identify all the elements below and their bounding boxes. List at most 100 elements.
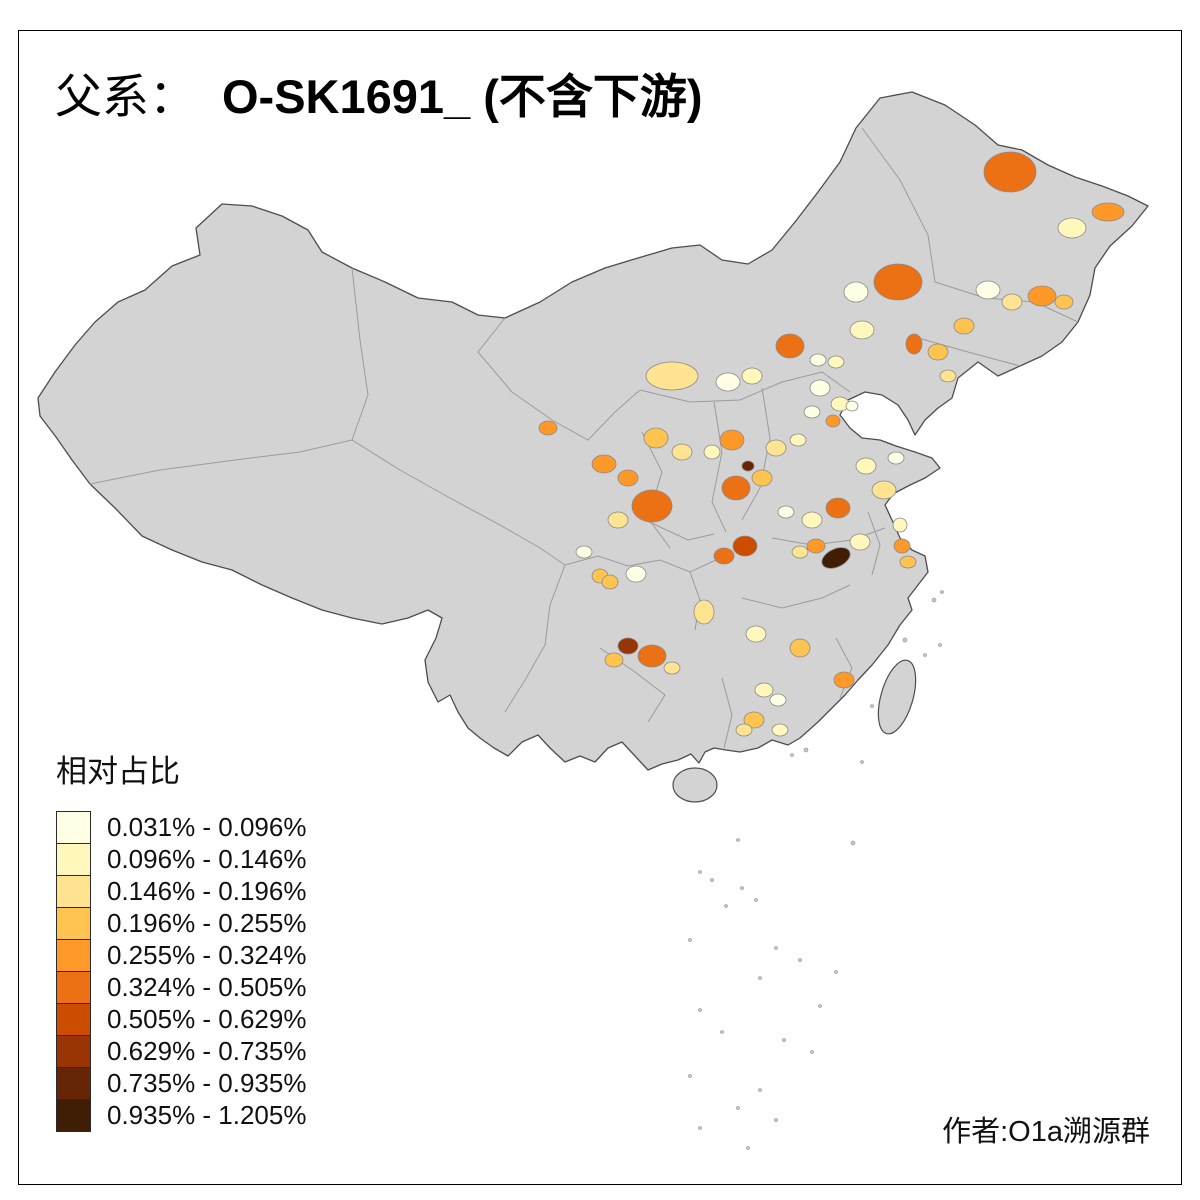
map-region xyxy=(637,644,667,668)
island-speck xyxy=(698,1126,702,1130)
island-speck xyxy=(938,643,942,647)
map-region xyxy=(833,671,855,689)
taiwan-island xyxy=(877,659,917,735)
map-region xyxy=(809,379,831,397)
island-speck xyxy=(698,870,702,874)
legend-row: 0.255% - 0.324% xyxy=(56,939,306,972)
map-region xyxy=(843,281,869,303)
map-region xyxy=(892,517,908,533)
legend-swatch xyxy=(56,939,91,972)
map-region xyxy=(765,439,787,457)
mainland-outline xyxy=(37,91,1149,771)
island-speck xyxy=(870,704,874,708)
map-region xyxy=(538,420,558,436)
map-region xyxy=(983,151,1037,193)
legend: 相对占比 0.031% - 0.096% 0.096% - 0.146% 0.146… xyxy=(56,746,306,1132)
map-region xyxy=(617,469,639,487)
author-credit: 作者:O1a溯源群 xyxy=(942,1116,1150,1148)
island-speck xyxy=(698,1008,702,1012)
island-speck xyxy=(860,760,864,764)
legend-swatch xyxy=(56,811,91,844)
island-speck xyxy=(688,1074,692,1078)
map-region xyxy=(645,361,699,391)
island-speck xyxy=(710,878,714,882)
map-region xyxy=(1001,293,1023,311)
map-region xyxy=(927,343,949,361)
map-region xyxy=(775,333,805,359)
island-speck xyxy=(724,904,728,908)
island-speck xyxy=(803,747,809,753)
legend-swatch xyxy=(56,907,91,940)
legend-title: 相对占比 xyxy=(56,754,180,789)
map-region xyxy=(845,400,859,412)
island-speck xyxy=(902,637,908,643)
title-prefix: 父系： xyxy=(55,70,196,123)
map-region xyxy=(732,535,758,557)
island-speck xyxy=(758,1088,762,1092)
legend-label: 0.196% - 0.255% xyxy=(107,908,307,938)
map-region xyxy=(601,574,619,590)
island-speck xyxy=(834,970,838,974)
map-region xyxy=(607,511,629,529)
legend-label: 0.505% - 0.629% xyxy=(107,1004,307,1034)
map-region xyxy=(703,444,721,460)
title-main: O-SK1691_ (不含下游) xyxy=(222,70,703,123)
map-region xyxy=(777,505,795,519)
legend-swatch xyxy=(56,971,91,1004)
legend-row: 0.031% - 0.096% xyxy=(56,811,306,844)
map-region xyxy=(715,372,741,392)
map-region xyxy=(873,263,923,301)
map-region xyxy=(743,711,765,729)
legend-label: 0.255% - 0.324% xyxy=(107,940,307,970)
island-speck xyxy=(931,597,937,603)
map-region xyxy=(591,454,617,474)
island-speck xyxy=(782,1038,786,1042)
island-speck xyxy=(774,1118,778,1122)
map-region xyxy=(806,538,826,554)
map-region xyxy=(693,599,715,625)
map-region xyxy=(745,625,767,643)
island-speck xyxy=(688,938,692,942)
map-region xyxy=(825,414,841,428)
map-region xyxy=(617,637,639,655)
map-region xyxy=(713,547,735,565)
map-region xyxy=(825,497,851,519)
legend-label: 0.096% - 0.146% xyxy=(107,844,307,874)
map-region xyxy=(809,353,827,367)
map-region xyxy=(855,457,877,475)
map-region xyxy=(893,538,911,554)
map-region xyxy=(801,511,823,529)
legend-label: 0.735% - 0.935% xyxy=(107,1068,307,1098)
island-speck xyxy=(810,1050,814,1054)
legend-swatch xyxy=(56,1067,91,1100)
map-region xyxy=(827,355,845,369)
map-region xyxy=(887,451,905,465)
legend-label: 0.031% - 0.096% xyxy=(107,812,307,842)
legend-swatch xyxy=(56,1003,91,1036)
map-region xyxy=(1027,285,1057,307)
map-region xyxy=(789,638,811,658)
map-region xyxy=(643,427,669,449)
map-region xyxy=(769,693,787,707)
legend-label: 0.629% - 0.735% xyxy=(107,1036,307,1066)
island-speck xyxy=(850,840,856,846)
island-speck xyxy=(746,1146,750,1150)
legend-label: 0.324% - 0.505% xyxy=(107,972,307,1002)
plot-title: 父系： O-SK1691_ (不含下游) xyxy=(55,58,703,127)
map-region xyxy=(631,489,673,523)
legend-swatch xyxy=(56,843,91,876)
map-region xyxy=(741,367,763,385)
legend-label: 0.146% - 0.196% xyxy=(107,876,307,906)
map-region xyxy=(721,475,751,501)
map-region xyxy=(791,545,809,559)
island-speck xyxy=(818,1004,822,1008)
choropleth-regions xyxy=(538,151,1125,737)
island-speck xyxy=(740,886,744,890)
map-region xyxy=(604,652,624,668)
map-region xyxy=(849,533,871,551)
island-speck xyxy=(798,958,802,962)
legend-row: 0.096% - 0.146% xyxy=(56,843,306,876)
legend-swatch xyxy=(56,1099,91,1132)
map-region xyxy=(575,545,593,559)
